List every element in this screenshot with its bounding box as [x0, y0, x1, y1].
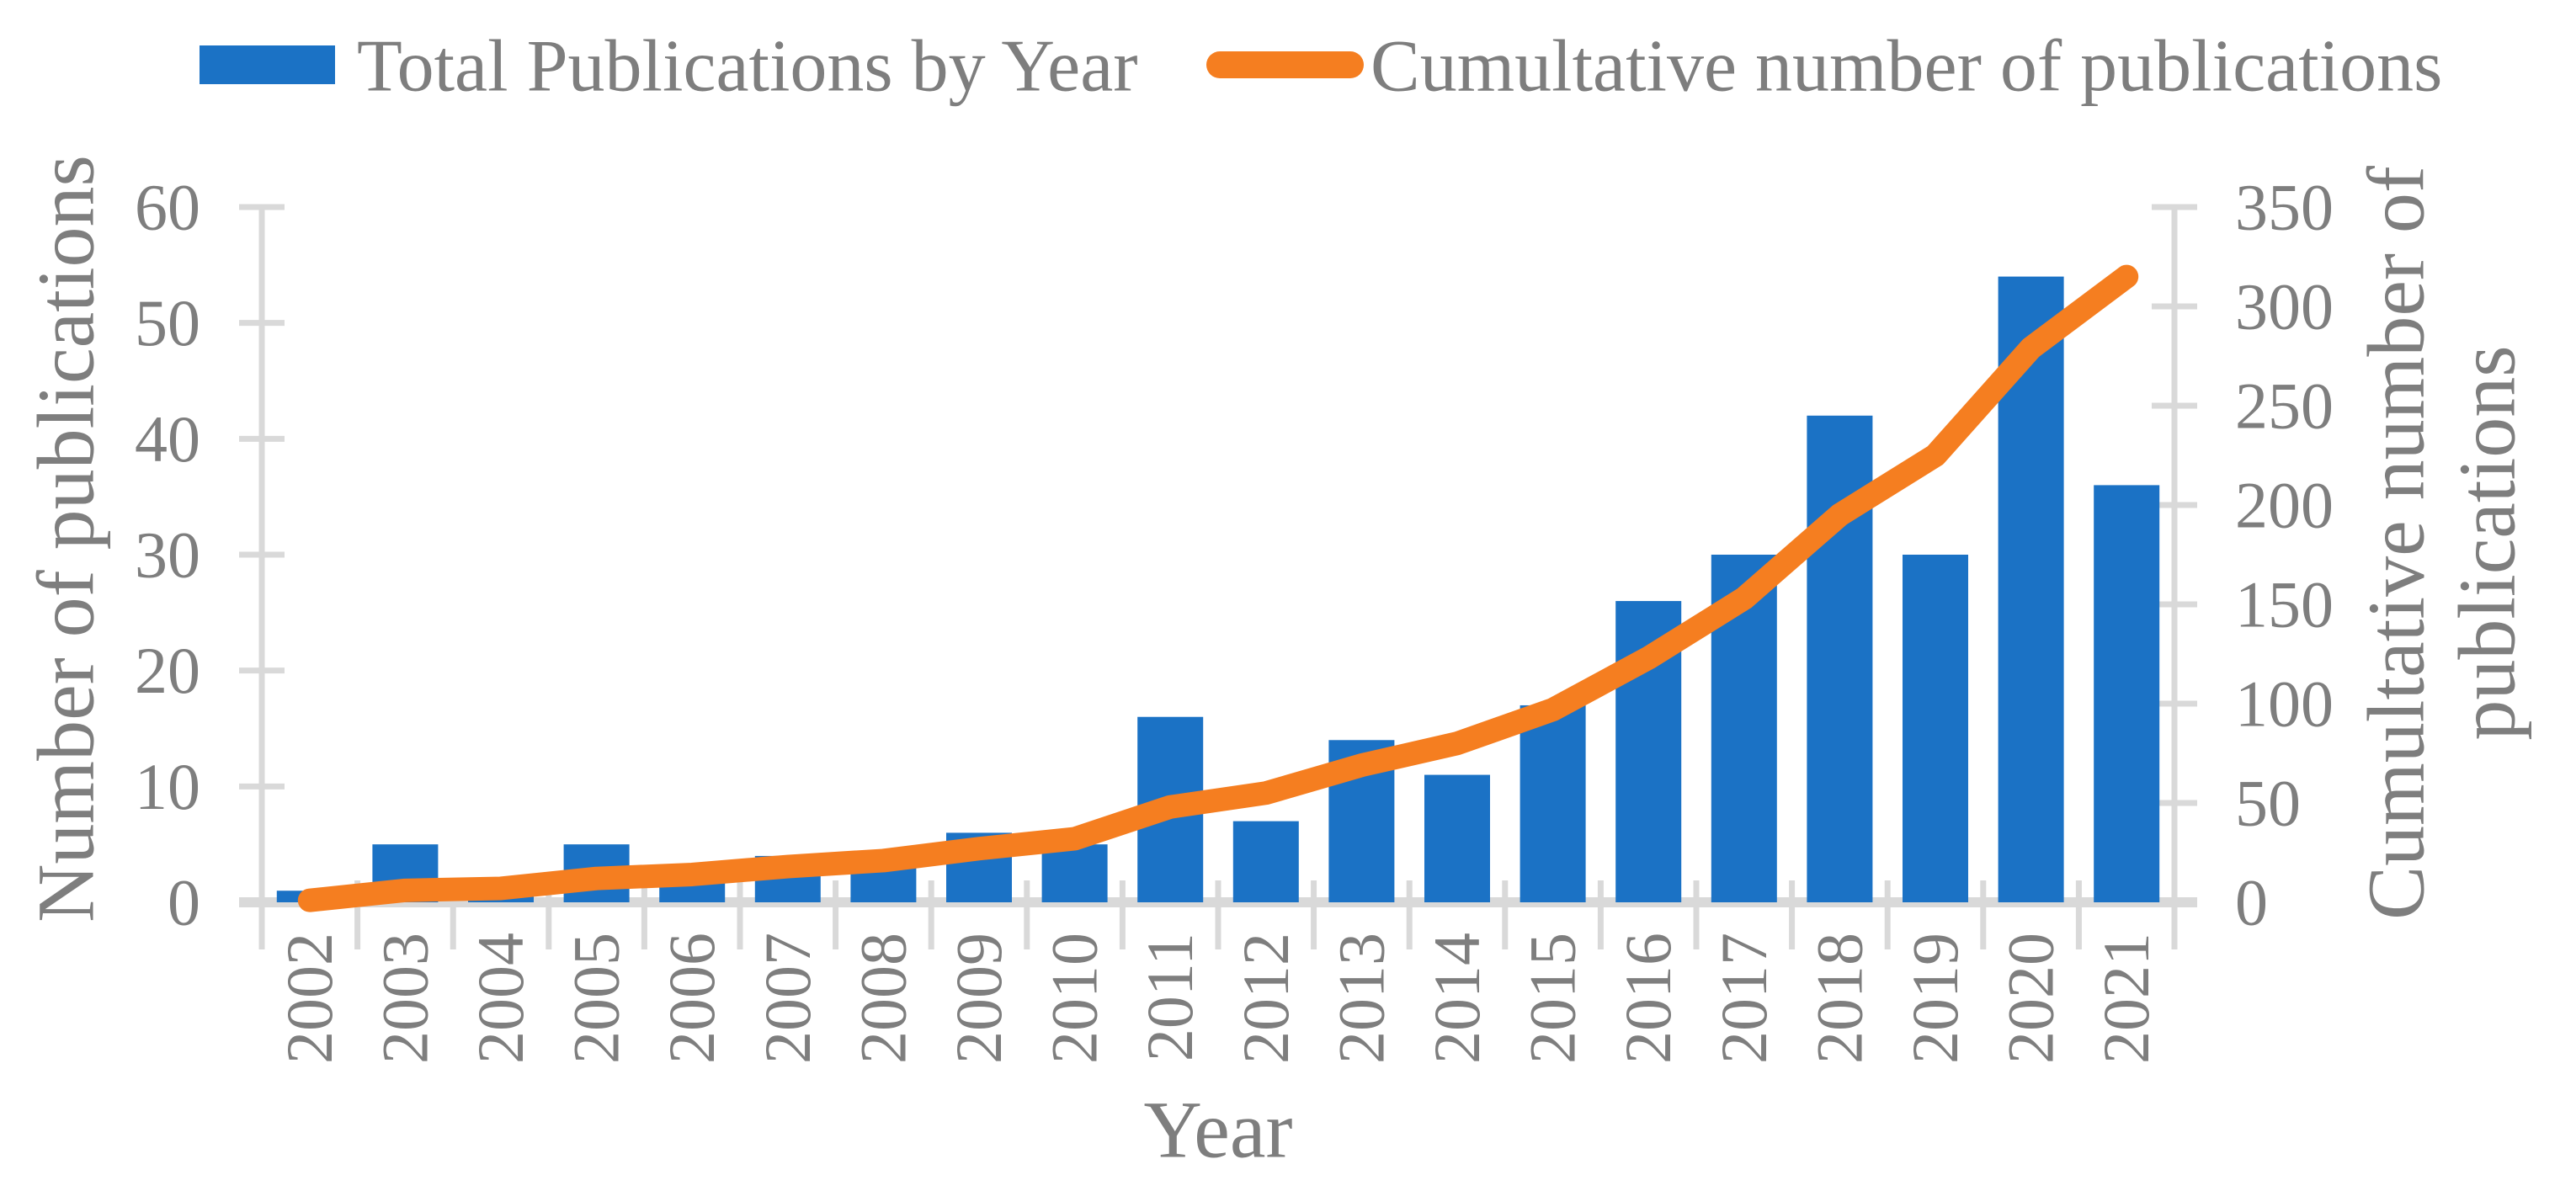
- year-label-2007: 2007: [751, 933, 824, 1064]
- right-axis-tick-label-350: 350: [2235, 171, 2334, 244]
- right-axis-tick-label-50: 50: [2235, 767, 2301, 840]
- year-label-2014: 2014: [1420, 933, 1493, 1064]
- year-label-2006: 2006: [655, 933, 728, 1064]
- year-label-2004: 2004: [464, 933, 537, 1064]
- left-axis-tick-label-0: 0: [168, 866, 200, 939]
- left-axis-tick-label-20: 20: [135, 634, 200, 707]
- year-label-2017: 2017: [1707, 933, 1780, 1064]
- legend-bar-swatch-icon: [200, 45, 335, 84]
- legend-line-label: Cumultative number of publications: [1370, 26, 2442, 108]
- right-axis-title-line-2: publications: [2442, 345, 2532, 740]
- x-axis-title: Year: [1144, 1085, 1293, 1175]
- year-label-2019: 2019: [1898, 933, 1972, 1064]
- year-label-2021: 2021: [2089, 933, 2163, 1064]
- left-axis-tick-label-60: 60: [135, 171, 200, 244]
- left-axis-title: Number of publications: [21, 155, 111, 922]
- year-label-2016: 2016: [1611, 933, 1685, 1064]
- right-axis-tick-label-150: 150: [2235, 568, 2334, 641]
- cumulative-line: [297, 264, 2139, 912]
- bar-2015: [1520, 704, 1586, 902]
- year-label-2005: 2005: [560, 933, 633, 1064]
- year-label-2013: 2013: [1324, 933, 1397, 1064]
- right-axis-tick-label-250: 250: [2235, 370, 2334, 443]
- bar-2014: [1424, 774, 1490, 902]
- left-axis-tick-label-30: 30: [135, 518, 200, 592]
- right-axis-title-line-1: Cumultative number of: [2351, 166, 2441, 920]
- left-axis-tick-label-10: 10: [135, 750, 200, 823]
- year-label-2015: 2015: [1516, 933, 1589, 1064]
- right-axis-tick-label-300: 300: [2235, 270, 2334, 343]
- year-label-2011: 2011: [1133, 933, 1206, 1061]
- year-label-2018: 2018: [1802, 933, 1876, 1064]
- bar-2010: [1041, 844, 1108, 902]
- year-label-2003: 2003: [368, 933, 441, 1064]
- year-label-2020: 2020: [1994, 933, 2068, 1064]
- year-label-2009: 2009: [942, 933, 1015, 1064]
- right-axis-tick-label-200: 200: [2235, 469, 2334, 542]
- left-axis-tick-label-40: 40: [135, 402, 200, 476]
- left-axis-tick-label-50: 50: [135, 286, 200, 359]
- right-axis-tick-label-100: 100: [2235, 667, 2334, 741]
- bar-2019: [1903, 555, 1968, 902]
- year-label-2010: 2010: [1038, 933, 1111, 1064]
- right-axis-tick-label-0: 0: [2235, 866, 2268, 939]
- year-label-2012: 2012: [1229, 933, 1302, 1064]
- bar-2012: [1232, 821, 1299, 902]
- year-label-2008: 2008: [846, 933, 919, 1064]
- bar-2021: [2094, 485, 2160, 902]
- legend-bar-label: Total Publications by Year: [357, 26, 1138, 108]
- year-label-2002: 2002: [273, 933, 346, 1064]
